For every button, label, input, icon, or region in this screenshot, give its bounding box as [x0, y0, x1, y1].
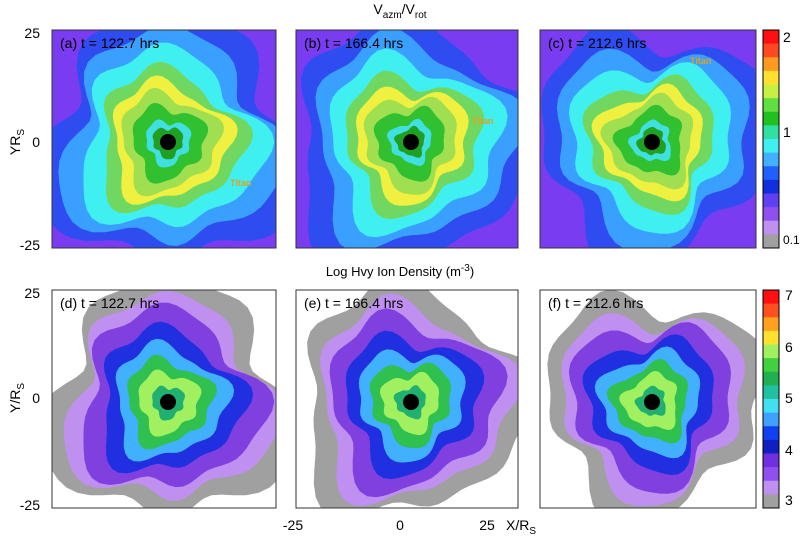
- colorbar-cell: [763, 303, 779, 318]
- colorbar-cell: [763, 439, 779, 454]
- contour-panel: [52, 30, 276, 248]
- colorbar-label: 7: [785, 287, 793, 303]
- colorbar-cell: [763, 179, 779, 194]
- colorbar-top: [762, 29, 780, 249]
- planet: [160, 134, 176, 150]
- panel-label: (b) t = 166.4 hrs: [304, 35, 403, 51]
- planet: [403, 394, 419, 410]
- y-tick: 0: [32, 134, 40, 150]
- colorbar-cell: [763, 220, 779, 235]
- x-tick: -25: [283, 517, 303, 533]
- panel-label: (c) t = 212.6 hrs: [548, 35, 646, 51]
- y-tick: 0: [32, 390, 40, 406]
- panel-frame: [51, 29, 277, 249]
- bottom-title: Log Hvy Ion Density (m-3): [326, 263, 474, 279]
- colorbar-cell: [763, 43, 779, 58]
- colorbar-cell: [763, 290, 779, 305]
- contour-panel: [52, 290, 276, 508]
- top-title: Vazm/Vrot: [373, 1, 426, 21]
- x-tick: 25: [479, 517, 495, 533]
- colorbar-cell: [763, 330, 779, 345]
- panel-frame: [539, 29, 757, 249]
- colorbar-cell: [763, 344, 779, 359]
- x-tick: 0: [396, 517, 404, 533]
- colorbar-cell: [763, 399, 779, 414]
- colorbar-label: 1: [783, 124, 791, 140]
- colorbar-cell: [763, 371, 779, 386]
- panel-frame: [295, 289, 519, 509]
- colorbar-cell: [763, 385, 779, 400]
- planet: [644, 134, 660, 150]
- x-label: X/RS: [506, 517, 536, 537]
- colorbar-cell: [763, 467, 779, 482]
- colorbar-cell: [763, 152, 779, 167]
- y-tick: -25: [20, 497, 40, 513]
- contour-panel: [540, 30, 756, 248]
- colorbar-cell: [763, 57, 779, 72]
- colorbar-cell: [763, 111, 779, 126]
- titan-label: Titan: [690, 56, 711, 66]
- y-tick: 25: [24, 25, 40, 41]
- colorbar-label: 2: [783, 29, 791, 45]
- colorbar-cell: [763, 84, 779, 99]
- colorbar-cell: [763, 193, 779, 208]
- colorbar-cell: [763, 125, 779, 140]
- y-tick: -25: [20, 237, 40, 253]
- colorbar-cell: [763, 139, 779, 154]
- colorbar-bottom: [762, 289, 780, 509]
- colorbar-label: 6: [785, 339, 793, 355]
- panel-label: (e) t = 166.4 hrs: [304, 295, 403, 311]
- panel-label: (d) t = 122.7 hrs: [60, 295, 159, 311]
- colorbar-cell: [763, 98, 779, 113]
- colorbar-cell: [763, 480, 779, 495]
- colorbar-cell: [763, 234, 779, 249]
- colorbar-frame: [762, 289, 780, 509]
- panel-frame: [539, 289, 757, 509]
- colorbar-cell: [763, 166, 779, 181]
- contour-panel: [296, 30, 518, 248]
- panel-label: (f) t = 212.6 hrs: [548, 295, 643, 311]
- contour-panel: [540, 290, 756, 508]
- colorbar-cell: [763, 30, 779, 45]
- colorbar-cell: [763, 317, 779, 332]
- panel-frame: [51, 289, 277, 509]
- top-y-label: YRS: [7, 129, 27, 155]
- planet: [160, 394, 176, 410]
- colorbar-cell: [763, 412, 779, 427]
- colorbar-cell: [763, 70, 779, 85]
- colorbar-label: 5: [785, 390, 793, 406]
- titan-label: Titan: [472, 116, 493, 126]
- contour-panel: [296, 290, 518, 508]
- bottom-y-label: Y/RS: [7, 383, 27, 413]
- colorbar-label: 4: [785, 442, 793, 458]
- titan-label: Titan: [230, 178, 251, 188]
- colorbar-label: 3: [785, 492, 793, 508]
- planet: [644, 394, 660, 410]
- colorbar-cell: [763, 207, 779, 222]
- colorbar-cell: [763, 358, 779, 373]
- colorbar-label: 0.1: [783, 233, 800, 247]
- y-tick: 25: [24, 285, 40, 301]
- panel-frame: [295, 29, 519, 249]
- colorbar-cell: [763, 494, 779, 509]
- colorbar-frame: [762, 29, 780, 249]
- panel-label: (a) t = 122.7 hrs: [60, 35, 159, 51]
- colorbar-cell: [763, 426, 779, 441]
- planet: [403, 134, 419, 150]
- colorbar-cell: [763, 453, 779, 468]
